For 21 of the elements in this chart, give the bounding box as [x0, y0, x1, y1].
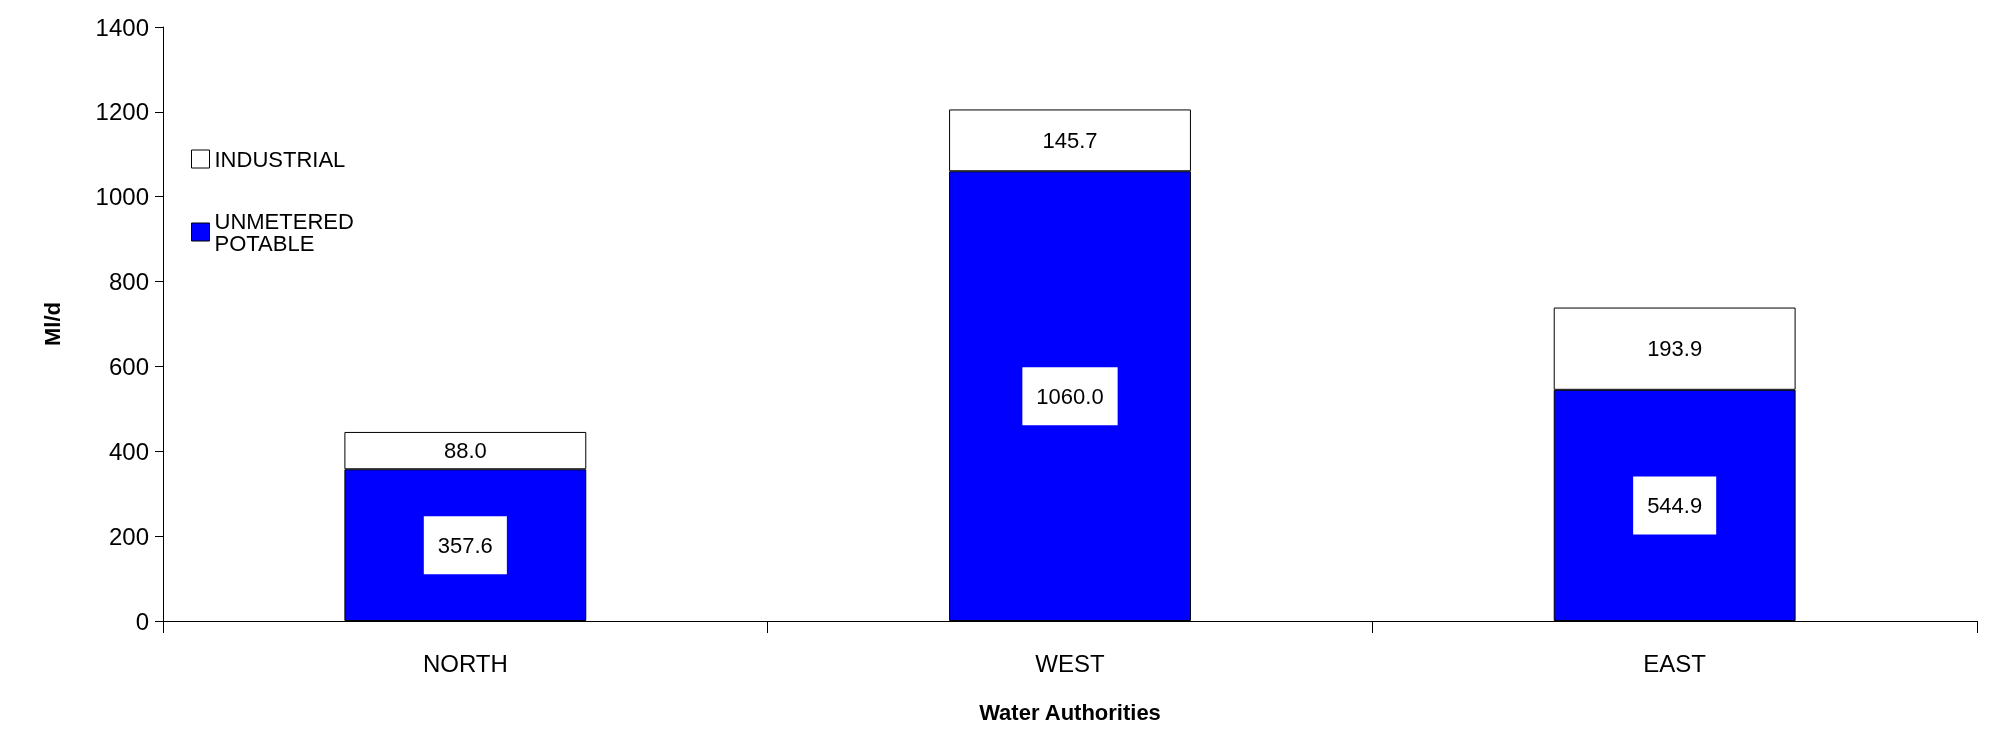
data-label: 1060.0: [1036, 383, 1104, 409]
y-tick-label: 1400: [95, 13, 149, 41]
data-label: 145.7: [1042, 127, 1098, 153]
y-tick-label: 400: [108, 437, 149, 465]
data-label: 193.9: [1647, 336, 1703, 362]
data-label: 544.9: [1647, 492, 1703, 518]
x-tick-label: EAST: [1643, 649, 1707, 677]
x-tick-label: WEST: [1035, 649, 1105, 677]
y-tick-label: 200: [108, 522, 149, 550]
y-tick-label: 1200: [95, 98, 149, 126]
y-tick-label: 600: [108, 352, 149, 380]
legend-label: INDUSTRIAL: [214, 146, 346, 172]
data-label: 88.0: [443, 438, 487, 464]
x-axis-title: Water Authorities: [979, 699, 1161, 725]
y-axis-title: Ml/d: [39, 302, 65, 346]
y-tick-label: 800: [108, 268, 149, 296]
x-tick-label: NORTH: [422, 649, 508, 677]
y-tick-label: 0: [135, 607, 149, 635]
y-tick-label: 1000: [95, 183, 149, 211]
legend-label: UNMETERED POTABLE: [214, 208, 354, 256]
data-label: 357.6: [437, 532, 493, 558]
